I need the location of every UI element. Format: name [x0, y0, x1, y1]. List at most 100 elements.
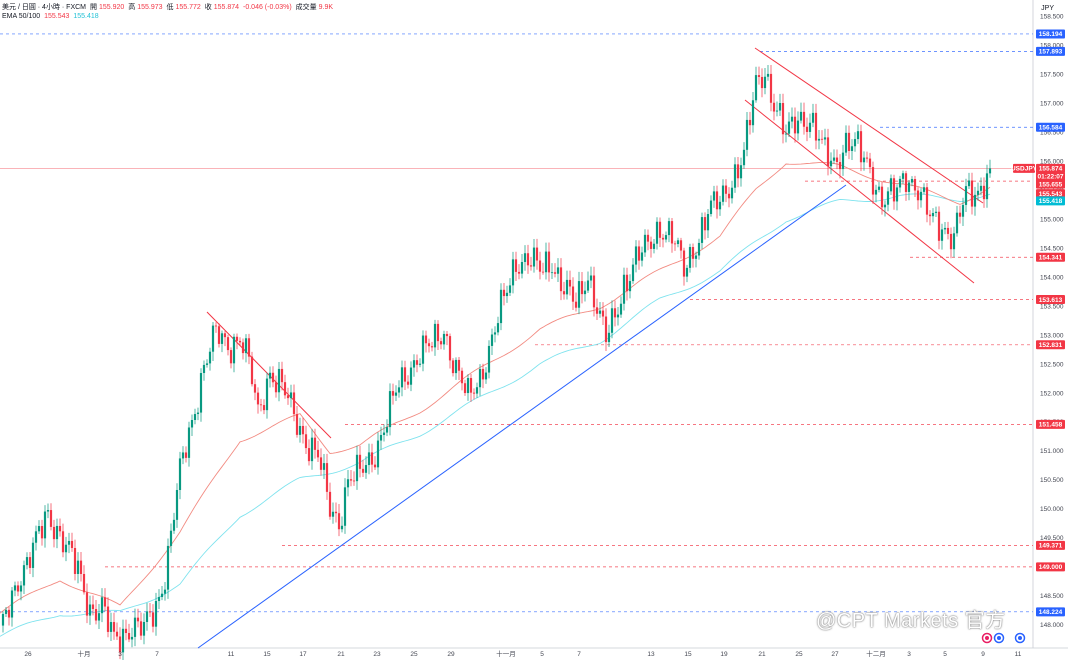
indicator-name[interactable]: EMA 50/100	[2, 13, 41, 20]
candle-body	[343, 487, 347, 526]
candle-body	[904, 173, 908, 192]
close-label: 收	[204, 4, 212, 11]
candle-body	[4, 609, 8, 614]
time-tick: 3	[118, 651, 122, 658]
price-tick: 158.000	[1040, 42, 1064, 49]
candle-body	[334, 511, 338, 514]
time-axis-ticks: 26 十月 3 7 11 15 17 21 23 25 29 十一月 5 7 13 15 19 21 25 27 十二月…	[24, 649, 1021, 658]
candle-body	[247, 338, 251, 357]
price-tag-box	[1036, 196, 1065, 206]
candle-body	[58, 525, 62, 532]
price-tick: 158.500	[1040, 14, 1064, 21]
candle-body	[259, 404, 263, 406]
candle-body	[220, 333, 224, 344]
candle-body	[238, 340, 242, 343]
price-tag-box	[1036, 163, 1065, 173]
candle-body	[307, 448, 311, 462]
time-tick: 19	[720, 651, 728, 658]
candle-body	[964, 186, 968, 205]
candle-body	[97, 613, 101, 621]
candle-body	[985, 173, 989, 200]
price-tick: 151.000	[1040, 448, 1064, 455]
candle-body	[124, 628, 128, 634]
candle-body	[556, 267, 560, 274]
candle-body	[892, 178, 896, 202]
price-tick: 154.000	[1040, 274, 1064, 281]
price-tag-box	[1036, 252, 1065, 262]
candle-body	[922, 187, 926, 192]
candle-body	[442, 333, 446, 345]
candle-body	[571, 286, 575, 302]
candle-body	[277, 368, 281, 393]
candle-body	[514, 259, 518, 272]
candle-body	[181, 452, 185, 459]
candle-body	[70, 540, 74, 548]
candle-body	[385, 427, 389, 433]
price-tick: 152.000	[1040, 390, 1064, 397]
candle-body	[367, 452, 371, 466]
candle-body	[694, 255, 698, 259]
candle-body	[976, 190, 980, 195]
candle-body	[847, 132, 851, 151]
candle-body	[214, 325, 218, 327]
symbol-title[interactable]: 美元 / 日圓 · 4小時 · FXCM	[2, 4, 86, 11]
candle-body	[709, 200, 713, 215]
candle-body	[466, 378, 470, 394]
candle-body	[883, 204, 887, 208]
candle-body	[835, 157, 839, 163]
candle-body	[109, 622, 113, 632]
candle-body	[337, 513, 341, 530]
candle-body	[19, 585, 23, 592]
price-tag-label: 156.584	[1039, 125, 1063, 132]
currency-label[interactable]: JPY	[1041, 5, 1054, 12]
candle-body	[751, 100, 755, 126]
candle-body	[670, 221, 674, 244]
candle-body	[778, 103, 782, 111]
candle-body	[616, 314, 620, 318]
candle-body	[454, 359, 458, 374]
candle-body	[205, 363, 209, 365]
candle-body	[799, 111, 803, 121]
candle-body	[706, 214, 710, 231]
price-tag-box	[1036, 540, 1065, 550]
candle-body	[172, 519, 176, 531]
candle-body	[808, 122, 812, 132]
candle-body	[673, 243, 677, 245]
candle-body	[268, 372, 272, 379]
candle-body	[313, 437, 317, 450]
candle-body	[925, 187, 929, 215]
candle-body	[622, 274, 626, 304]
event-icons[interactable]	[981, 632, 1026, 644]
candle-body	[769, 73, 773, 103]
candle-body	[151, 612, 155, 627]
time-tick: 7	[577, 651, 581, 658]
watermark: @CPT Markets 官方	[816, 610, 1006, 632]
candle-body	[511, 259, 515, 286]
event-dot-icon	[997, 636, 1001, 640]
candle-body	[886, 191, 890, 205]
candle-body	[502, 289, 506, 297]
candle-body	[766, 73, 770, 77]
candle-body	[1, 613, 5, 626]
candle-body	[823, 137, 827, 140]
price-tag-label: 151.458	[1039, 422, 1063, 429]
time-tick: 26	[24, 651, 32, 658]
candle-body	[730, 187, 734, 199]
candle-body	[127, 633, 131, 640]
price-tag-label: 155.874	[1039, 166, 1063, 173]
candle-body	[877, 186, 881, 190]
candle-body	[436, 323, 440, 342]
candle-body	[676, 240, 680, 245]
candle-body	[103, 597, 107, 607]
time-tick: 25	[795, 651, 803, 658]
candle-body	[961, 204, 965, 217]
candle-body	[157, 597, 161, 602]
candle-body	[814, 112, 818, 141]
candle-body	[649, 241, 653, 249]
candle-body	[844, 132, 848, 153]
event-dot-icon	[985, 636, 989, 640]
candle-body	[412, 360, 416, 368]
candle-body	[496, 323, 500, 333]
